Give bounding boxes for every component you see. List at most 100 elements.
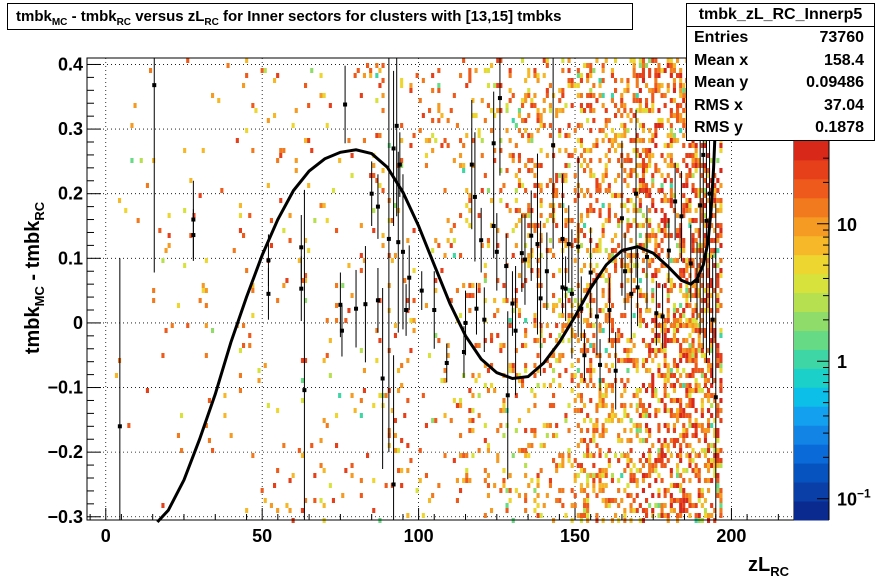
heatmap-cell — [558, 358, 562, 363]
heatmap-cell — [719, 228, 723, 233]
heatmap-cell — [508, 68, 512, 73]
heatmap-cell — [524, 428, 528, 433]
heatmap-cell — [238, 373, 242, 378]
heatmap-cell — [700, 298, 704, 303]
heatmap-cell — [682, 268, 686, 273]
heatmap-cell — [638, 103, 642, 108]
heatmap-cell — [558, 313, 562, 318]
heatmap-cell — [455, 123, 459, 128]
heatmap-cell — [245, 73, 249, 78]
heatmap-cell — [657, 123, 661, 128]
heatmap-cell — [629, 468, 633, 473]
heatmap-cell — [697, 233, 701, 238]
heatmap-cell — [576, 338, 580, 343]
heatmap-cell — [691, 318, 695, 323]
heatmap-cell — [536, 73, 540, 78]
heatmap-cell — [586, 413, 590, 418]
heatmap-cell — [620, 498, 624, 503]
heatmap-cell — [638, 88, 642, 93]
heatmap-cell — [651, 298, 655, 303]
heatmap-cell — [685, 428, 689, 433]
heatmap-cell — [604, 173, 608, 178]
heatmap-cell — [685, 403, 689, 408]
heatmap-cell — [710, 478, 714, 483]
heatmap-cell — [536, 513, 540, 518]
heatmap-cell — [539, 328, 543, 333]
heatmap-cell — [657, 333, 661, 338]
heatmap-cell — [462, 453, 466, 458]
heatmap-cell — [688, 373, 692, 378]
heatmap-cell — [412, 298, 416, 303]
heatmap-cell — [558, 203, 562, 208]
heatmap-cell — [629, 503, 633, 508]
heatmap-cell — [679, 503, 683, 508]
heatmap-cell — [558, 148, 562, 153]
heatmap-cell — [406, 443, 410, 448]
heatmap-cell — [579, 398, 583, 403]
heatmap-cell — [648, 473, 652, 478]
heatmap-cell — [626, 378, 630, 383]
heatmap-cell — [626, 413, 630, 418]
heatmap-cell — [372, 403, 376, 408]
heatmap-cell — [561, 93, 565, 98]
heatmap-cell — [502, 468, 506, 473]
profile-point — [380, 376, 385, 381]
heatmap-cell — [393, 253, 397, 258]
heatmap-cell — [623, 313, 627, 318]
heatmap-cell — [657, 428, 661, 433]
heatmap-cell — [607, 203, 611, 208]
heatmap-cell — [648, 458, 652, 463]
heatmap-cell — [657, 513, 661, 518]
heatmap-cell — [685, 298, 689, 303]
heatmap-cell — [375, 133, 379, 138]
heatmap-cell — [514, 223, 518, 228]
heatmap-cell — [260, 488, 264, 493]
heatmap-cell — [598, 243, 602, 248]
heatmap-cell — [403, 278, 407, 283]
heatmap-cell — [660, 123, 664, 128]
heatmap-cell — [486, 188, 490, 193]
heatmap-cell — [428, 498, 432, 503]
heatmap-cell — [697, 278, 701, 283]
heatmap-cell — [524, 328, 528, 333]
heatmap-cell — [691, 218, 695, 223]
heatmap-cell — [350, 173, 354, 178]
heatmap-cell — [589, 73, 593, 78]
palette-swatch — [794, 349, 829, 369]
heatmap-cell — [679, 318, 683, 323]
heatmap-cell — [654, 128, 658, 133]
heatmap-cell — [372, 173, 376, 178]
heatmap-cell — [251, 283, 255, 288]
heatmap-cell — [235, 138, 239, 143]
heatmap-cell — [657, 313, 661, 318]
heatmap-cell — [238, 348, 242, 353]
heatmap-cell — [483, 478, 487, 483]
heatmap-cell — [660, 398, 664, 403]
heatmap-cell — [595, 353, 599, 358]
heatmap-cell — [672, 208, 676, 213]
heatmap-cell — [676, 473, 680, 478]
heatmap-cell — [279, 198, 283, 203]
heatmap-cell — [604, 108, 608, 113]
heatmap-cell — [654, 143, 658, 148]
heatmap-cell — [412, 228, 416, 233]
heatmap-cell — [703, 143, 707, 148]
heatmap-cell — [663, 93, 667, 98]
heatmap-cell — [558, 353, 562, 358]
heatmap-cell — [697, 158, 701, 163]
heatmap-cell — [604, 218, 608, 223]
heatmap-cell — [645, 323, 649, 328]
heatmap-cell — [443, 368, 447, 373]
heatmap-cell — [536, 473, 540, 478]
heatmap-cell — [654, 73, 658, 78]
heatmap-cell — [548, 108, 552, 113]
heatmap-cell — [548, 483, 552, 488]
heatmap-cell — [480, 138, 484, 143]
palette-swatch — [794, 368, 829, 388]
heatmap-cell — [304, 298, 308, 303]
heatmap-cell — [632, 278, 636, 283]
heatmap-cell — [663, 213, 667, 218]
heatmap-cell — [703, 378, 707, 383]
heatmap-cell — [635, 148, 639, 153]
heatmap-cell — [632, 498, 636, 503]
